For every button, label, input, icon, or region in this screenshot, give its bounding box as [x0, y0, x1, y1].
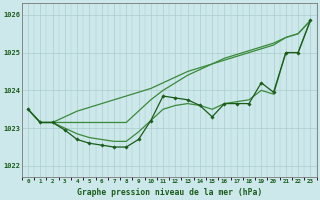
X-axis label: Graphe pression niveau de la mer (hPa): Graphe pression niveau de la mer (hPa): [76, 188, 262, 197]
